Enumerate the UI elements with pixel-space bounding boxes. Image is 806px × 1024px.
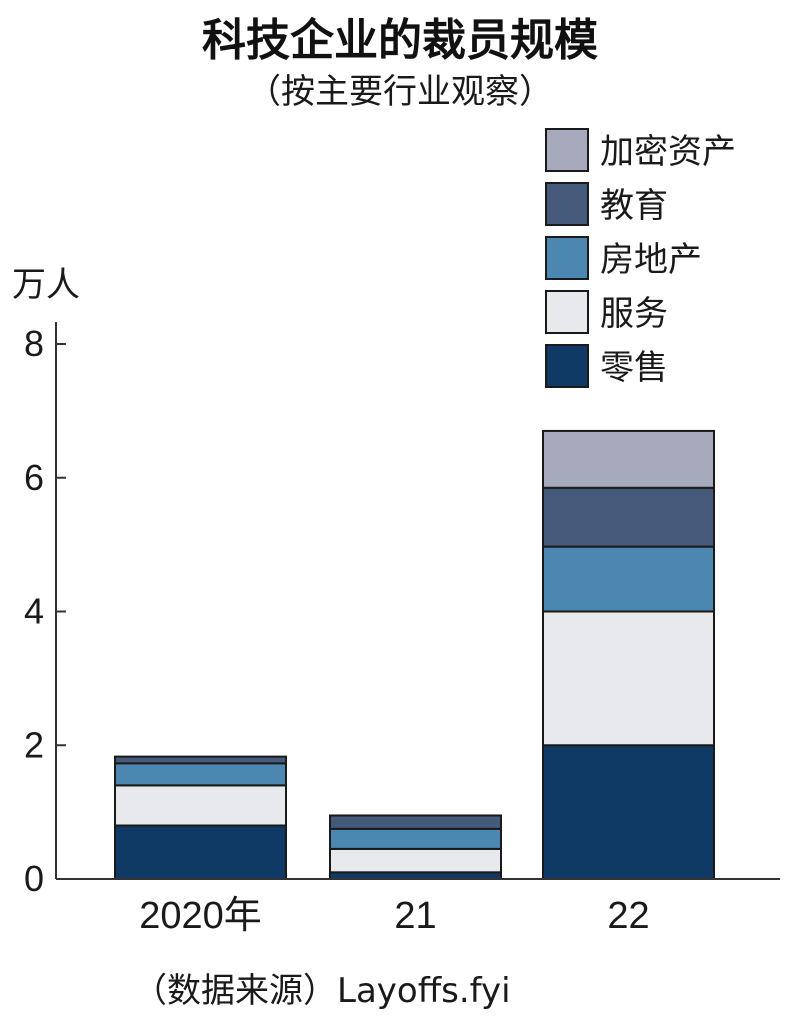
bar-segment <box>329 871 502 880</box>
bar-segment <box>114 824 287 880</box>
legend-label: 零售 <box>600 348 668 388</box>
legend-swatch <box>545 128 589 172</box>
chart-subtitle: （按主要行业观察） <box>247 72 553 112</box>
bar-segment <box>329 814 502 830</box>
chart-title: 科技企业的裁员规模 <box>202 15 598 66</box>
x-category-label: 21 <box>394 895 436 937</box>
y-tick-label: 0 <box>24 858 44 899</box>
x-category-label: 2020年 <box>139 895 262 937</box>
x-axis-labels: 2020年 21 22 <box>139 895 649 937</box>
bars <box>114 429 715 880</box>
y-axis-unit-label: 万人 <box>12 265 80 305</box>
y-tick-label: 4 <box>24 591 44 632</box>
bar-segment <box>114 762 287 787</box>
bar-segment <box>542 744 715 880</box>
y-tick-label: 2 <box>24 724 44 765</box>
bar-segment <box>329 847 502 874</box>
bar-segment <box>114 755 287 765</box>
bar-segment <box>542 610 715 747</box>
y-tick-label: 8 <box>24 323 44 364</box>
y-axis-ticks: 0 2 4 6 8 <box>24 323 66 899</box>
x-category-label: 22 <box>607 895 649 937</box>
legend-label: 加密资产 <box>600 132 736 172</box>
legend-swatch <box>545 236 589 280</box>
bar-segment <box>542 429 715 489</box>
legend-swatch <box>545 344 589 388</box>
bar-segment <box>114 784 287 827</box>
legend-swatch <box>545 182 589 226</box>
source-note: （数据来源）Layoffs.fyi <box>133 971 511 1011</box>
legend-swatch <box>545 290 589 334</box>
bar-segment <box>542 486 715 548</box>
legend-label: 教育 <box>600 186 668 226</box>
legend-label: 服务 <box>600 294 668 334</box>
y-tick-label: 6 <box>24 457 44 498</box>
bar-segment <box>542 545 715 613</box>
bar-segment <box>329 827 502 850</box>
legend-label: 房地产 <box>600 240 702 280</box>
